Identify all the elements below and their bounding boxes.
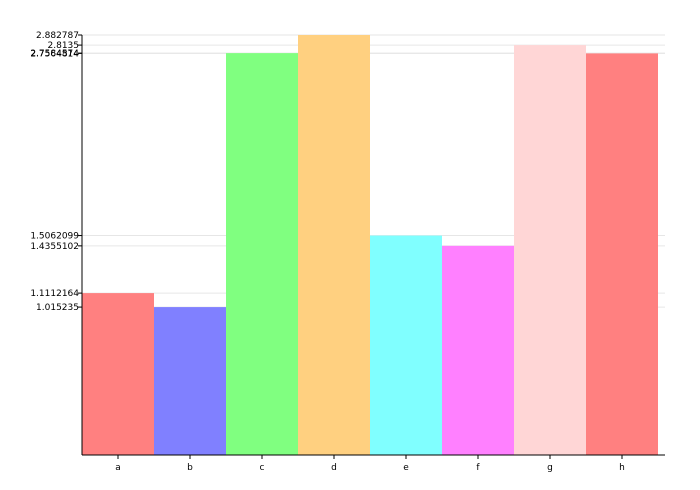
x-tick-label: g [547,463,553,473]
y-tick-label: 1.5062099 [30,232,79,242]
x-ticks: a b c d e f g h [115,455,625,473]
y-tick-label: 1.4355102 [30,242,79,252]
y-tick-label: 2.8135 [48,41,80,51]
x-tick-label: d [331,463,337,473]
bar-a [82,293,154,455]
y-tick-label: 1.1112164 [30,289,79,299]
bar-g [514,45,586,456]
y-tick-label: 2.882787 [36,31,79,41]
bar-b [154,307,226,455]
bars [82,35,658,456]
bar-h [586,53,658,455]
y-tick-label: 2.7584574 [30,49,79,59]
bar-e [370,235,442,455]
x-tick-label: e [403,463,409,473]
y-tick-label: 1.015235 [36,303,79,313]
x-tick-label: f [476,463,480,473]
x-tick-label: h [619,463,625,473]
y-tick-label: 2.7564814 [30,49,79,59]
x-tick-label: b [187,463,193,473]
bar-c [226,53,298,456]
bar-d [298,35,370,455]
x-tick-label: c [260,463,265,473]
x-tick-label: a [115,463,121,473]
bar-f [442,245,514,455]
